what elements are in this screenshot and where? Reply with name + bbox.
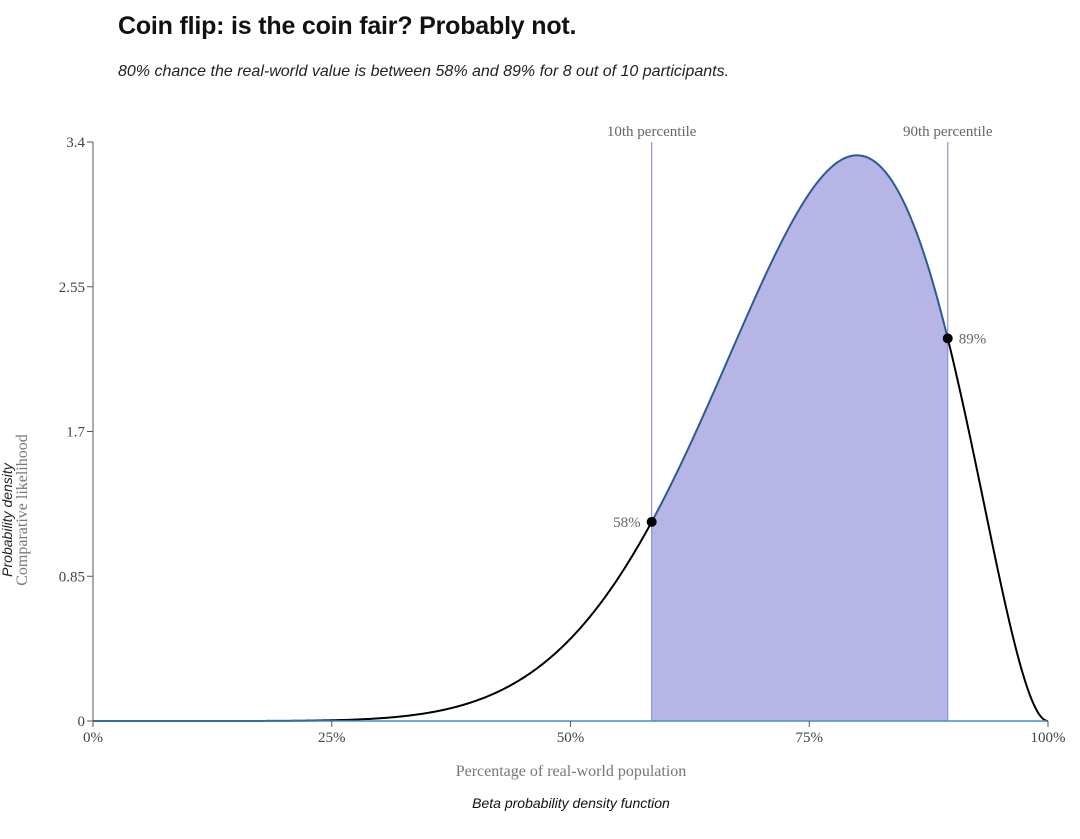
credible-interval-area (651, 155, 948, 722)
density-curve-right (946, 338, 1049, 722)
y-ticks: 0 0.85 1.7 2.55 3.4 (59, 135, 93, 730)
percentile-point-label-90th: 89% (959, 331, 987, 347)
y-axis: 0 0.85 1.7 2.55 3.4 (59, 135, 94, 730)
percentile-point-90th (942, 333, 953, 344)
chart-caption: Beta probability density function (472, 795, 670, 811)
x-axis: 0% 25% 50% 75% 100% (83, 721, 1066, 746)
shaded-area-group (651, 155, 948, 722)
y-tick-label: 1.7 (66, 425, 85, 441)
x-tick-label: 75% (796, 730, 824, 746)
x-ticks: 0% 25% 50% 75% 100% (83, 721, 1066, 746)
y-tick-label: 0.85 (59, 569, 85, 585)
percentile-lines: 10th percentile 90th percentile (607, 124, 993, 721)
x-tick-label: 0% (83, 730, 103, 746)
x-tick-label: 100% (1031, 730, 1066, 746)
chart-title: Coin flip: is the coin fair? Probably no… (118, 12, 577, 40)
y-axis-title: Comparative likelihood (14, 434, 31, 586)
density-curve-interval (650, 154, 949, 523)
chart-subtitle: 80% chance the real-world value is betwe… (118, 63, 730, 80)
density-curve-left (93, 521, 653, 722)
percentile-point-10th (646, 516, 657, 527)
x-tick-label: 50% (557, 730, 585, 746)
x-tick-label: 25% (318, 730, 346, 746)
percentile-label-10th: 10th percentile (607, 124, 697, 140)
percentile-point-label-10th: 58% (613, 515, 641, 531)
y-axis-title-secondary: Probability density (0, 462, 15, 577)
x-axis-title: Percentage of real-world population (456, 763, 687, 780)
percentile-points: 58% 89% (613, 331, 986, 530)
y-tick-label: 0 (78, 714, 86, 730)
y-tick-label: 3.4 (66, 135, 85, 151)
y-tick-label: 2.55 (59, 280, 85, 296)
percentile-label-90th: 90th percentile (903, 124, 993, 140)
